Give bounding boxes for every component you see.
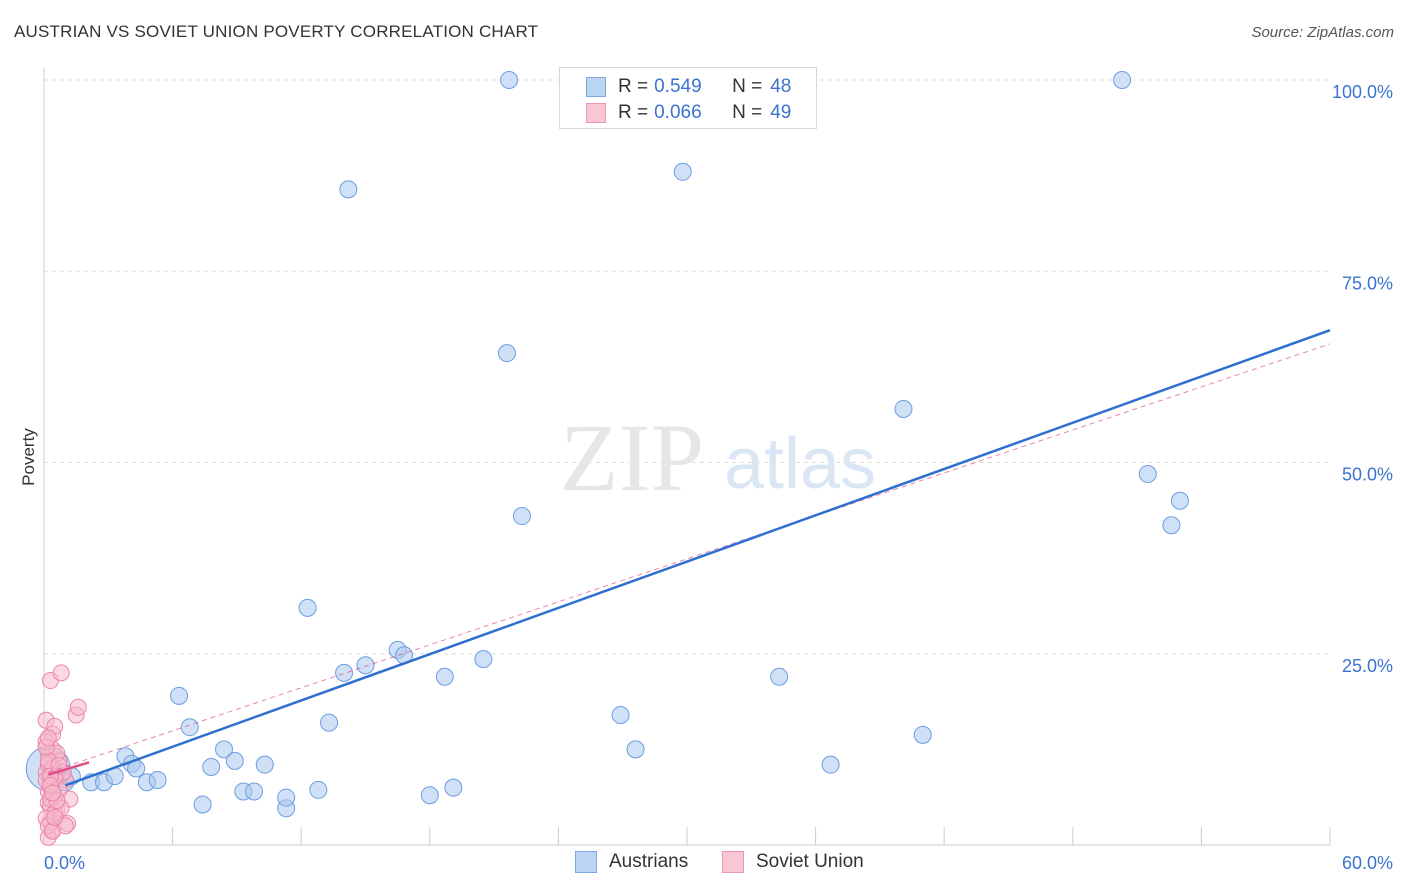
- bottom-legend-label: Austrians: [609, 851, 689, 872]
- austrians-point: [202, 757, 221, 776]
- austrians-point: [277, 788, 296, 807]
- trend-lines: [47, 328, 1331, 787]
- austrians-point: [170, 686, 189, 705]
- austrians-point: [320, 713, 339, 732]
- y-tick-label: 50.0%: [1342, 465, 1393, 485]
- x-tick-label: 60.0%: [1342, 853, 1393, 873]
- austrians-point: [770, 667, 789, 686]
- austrians-point: [420, 786, 439, 805]
- legend-n-label: N =: [732, 76, 763, 97]
- austrians-point: [335, 663, 354, 682]
- austrians-point: [356, 656, 375, 675]
- legend-swatch-pink: [586, 103, 606, 123]
- legend-r-label: R =: [618, 76, 649, 97]
- austrians-point: [1170, 491, 1189, 510]
- tick-labels: 25.0% 50.0% 75.0% 100.0% 0.0% 60.0%: [44, 82, 1393, 873]
- legend-row-soviet-union: R = 0.066 N = 49: [586, 101, 791, 125]
- austrians-point: [245, 782, 264, 801]
- legend-n-value: 48: [770, 76, 792, 97]
- austrians-point: [894, 399, 913, 418]
- y-tick-label: 100.0%: [1332, 82, 1393, 102]
- austrians-point: [444, 778, 463, 797]
- bottom-legend-swatch-pink: [722, 851, 744, 873]
- watermark-atlas: atlas: [724, 424, 876, 504]
- bottom-legend-label: Soviet Union: [756, 851, 864, 872]
- watermark-zip: ZIP: [560, 404, 704, 511]
- austrians-point: [673, 162, 692, 181]
- chart-title: AUSTRIAN VS SOVIET UNION POVERTY CORRELA…: [14, 22, 539, 41]
- legend-n-label: N =: [732, 102, 763, 123]
- austrians-point: [821, 755, 840, 774]
- legend-r-value: 0.549: [654, 76, 702, 97]
- austrians-point: [913, 725, 932, 744]
- soviet-union-points: [37, 664, 87, 846]
- austrians-point: [309, 780, 328, 799]
- austrians-point: [215, 740, 234, 759]
- austrians-point: [497, 344, 516, 363]
- soviet-union-point: [44, 784, 62, 802]
- x-tick-label: 0.0%: [44, 853, 85, 873]
- austrians-point: [339, 180, 358, 199]
- austrians-point: [500, 71, 519, 89]
- soviet-union-point: [69, 698, 87, 716]
- bottom-legend-austrians: Austrians: [575, 851, 688, 873]
- austrians-point: [298, 598, 317, 617]
- y-tick-label: 75.0%: [1342, 273, 1393, 293]
- soviet-union-point: [52, 664, 70, 682]
- legend-swatch-blue: [586, 77, 606, 97]
- austrians-point: [512, 507, 531, 526]
- austrians-point: [435, 667, 454, 686]
- austrians-point: [225, 751, 244, 770]
- legend-r-value: 0.066: [654, 102, 702, 123]
- soviet-union-point: [46, 808, 64, 826]
- austrians-point: [611, 705, 630, 724]
- austrians-point: [193, 795, 212, 814]
- austrians-point: [1162, 516, 1181, 535]
- legend-r-label: R =: [618, 102, 649, 123]
- legend-row-austrians: R = 0.549 N = 48: [586, 75, 791, 99]
- austrians-point: [474, 650, 493, 669]
- austrians-point: [148, 770, 167, 789]
- austrians-trendline: [65, 328, 1331, 787]
- austrians-point: [626, 740, 645, 759]
- bottom-legend-swatch-blue: [575, 851, 597, 873]
- watermark: ZIP atlas: [560, 404, 876, 511]
- soviet-union-dashed-trendline: [48, 343, 1331, 773]
- y-tick-label: 25.0%: [1342, 656, 1393, 676]
- stats-legend: R = 0.549 N = 48 R = 0.066 N = 49: [559, 67, 817, 129]
- soviet-union-trendline: [47, 761, 90, 776]
- austrians-point: [1113, 71, 1132, 89]
- austrians-point: [180, 718, 199, 737]
- bottom-legend-soviet-union: Soviet Union: [722, 851, 864, 873]
- legend-n-value: 49: [770, 102, 792, 123]
- source-label: Source: ZipAtlas.com: [1251, 24, 1394, 41]
- soviet-union-point: [39, 729, 57, 747]
- austrians-point: [255, 755, 274, 774]
- austrians-point: [1138, 464, 1157, 483]
